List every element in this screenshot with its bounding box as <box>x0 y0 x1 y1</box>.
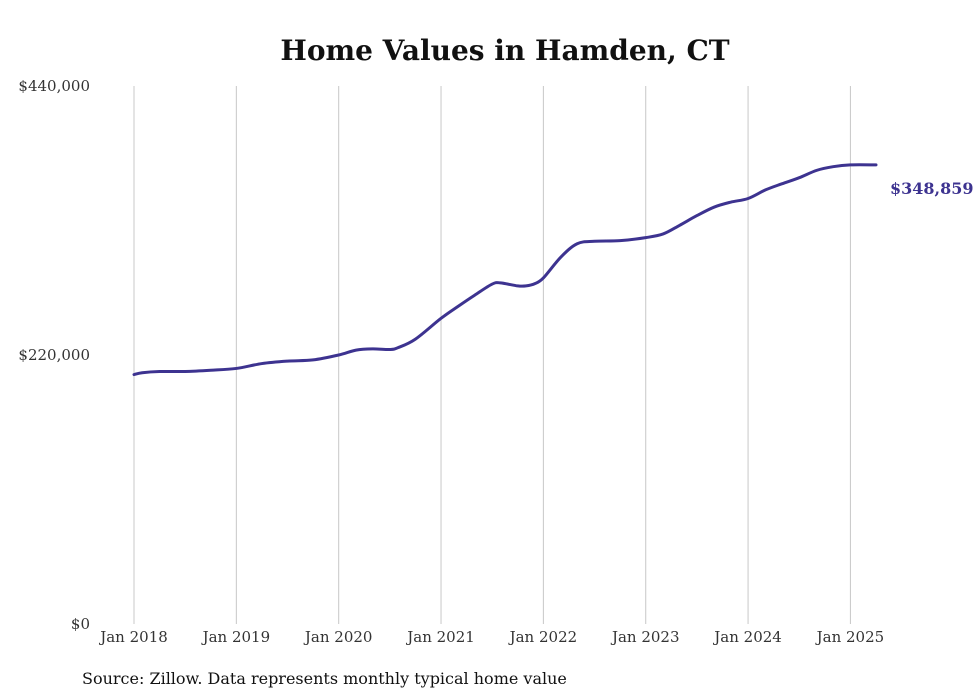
x-axis-ticks: Jan 2018 Jan 2019 Jan 2020 Jan 2021 Jan 2022… <box>98 628 884 646</box>
y-tick-label: $220,000 <box>18 346 90 364</box>
y-axis-ticks: $0 $220,000 $440,000 <box>18 77 90 633</box>
chart-title: Home Values in Hamden, CT <box>280 34 729 67</box>
x-tick-label: Jan 2022 <box>508 628 578 646</box>
x-tick-label: Jan 2019 <box>201 628 271 646</box>
y-tick-label: $440,000 <box>18 77 90 95</box>
x-tick-label: Jan 2021 <box>405 628 475 646</box>
x-tick-label: Jan 2018 <box>98 628 168 646</box>
home-value-series-line <box>132 163 878 377</box>
grid-layer <box>133 86 851 624</box>
x-tick-label: Jan 2024 <box>712 628 782 646</box>
end-value-label: $348,859 <box>890 179 974 198</box>
x-tick-label: Jan 2025 <box>815 628 885 646</box>
x-tick-label: Jan 2023 <box>610 628 680 646</box>
source-note: Source: Zillow. Data represents monthly … <box>82 669 567 688</box>
x-tick-label: Jan 2020 <box>303 628 373 646</box>
y-tick-label: $0 <box>71 615 90 633</box>
